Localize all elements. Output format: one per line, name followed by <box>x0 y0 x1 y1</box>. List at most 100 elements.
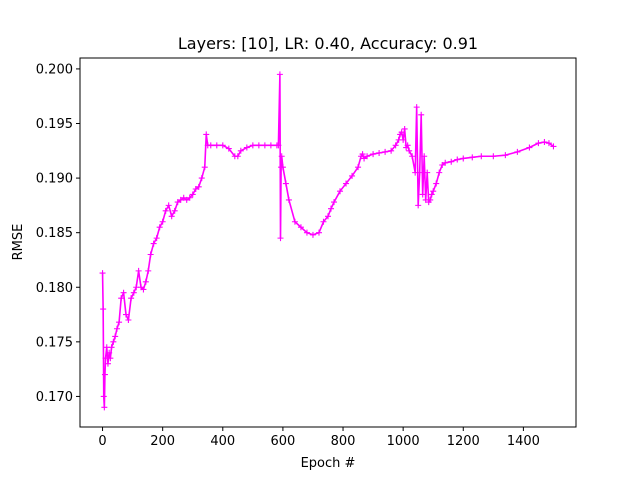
data-point <box>279 164 286 171</box>
x-tick-label: 600 <box>270 434 295 449</box>
data-point <box>255 142 262 149</box>
y-axis-label: RMSE <box>11 224 26 261</box>
data-point <box>413 104 420 111</box>
data-point <box>278 153 285 160</box>
y-tick-label: 0.185 <box>36 226 73 241</box>
data-point <box>359 151 366 158</box>
data-point <box>234 153 241 160</box>
data-point <box>168 213 175 220</box>
data-point <box>469 154 476 161</box>
data-point <box>364 153 371 160</box>
x-tick-label: 1400 <box>507 434 540 449</box>
data-point <box>118 295 125 302</box>
data-point <box>243 144 250 151</box>
data-point <box>201 164 208 171</box>
data-point <box>113 325 120 332</box>
x-axis-label: Epoch # <box>301 456 356 471</box>
data-point <box>165 202 172 209</box>
data-point <box>419 191 426 198</box>
data-point <box>122 311 129 318</box>
data-point <box>448 158 455 165</box>
x-tick-label: 0 <box>98 434 106 449</box>
data-point <box>128 295 135 302</box>
data-point <box>315 229 322 236</box>
data-point <box>120 289 127 296</box>
data-point <box>550 143 557 150</box>
data-point <box>153 235 160 242</box>
data-point <box>140 286 147 293</box>
data-point <box>427 196 434 203</box>
data-point <box>545 140 552 147</box>
plot-frame <box>79 57 577 428</box>
data-point <box>331 199 338 206</box>
data-point <box>276 71 283 78</box>
data-point <box>130 289 137 296</box>
data-point <box>159 218 166 225</box>
data-point <box>436 169 443 176</box>
y-tick-label: 0.190 <box>36 172 73 187</box>
y-axis-ticks: 0.170 0.175 0.180 0.185 0.190 0.195 0.200 <box>36 62 80 405</box>
data-point <box>460 155 467 162</box>
data-point <box>535 140 542 147</box>
data-point <box>325 213 331 220</box>
data-point <box>355 164 362 171</box>
data-point <box>282 180 289 187</box>
data-point <box>261 142 268 149</box>
data-point <box>192 186 199 193</box>
data-point <box>328 205 335 212</box>
data-point <box>309 231 316 238</box>
data-point <box>101 404 108 411</box>
data-point <box>99 270 106 277</box>
data-point <box>502 152 509 159</box>
data-point <box>382 148 389 155</box>
data-point <box>116 319 123 326</box>
data-point <box>195 183 202 190</box>
data-point <box>337 188 344 195</box>
x-tick-label: 1200 <box>447 434 480 449</box>
data-point <box>145 267 152 274</box>
data-point <box>392 142 399 149</box>
data-point <box>213 142 220 149</box>
data-point <box>142 278 149 285</box>
data-point <box>349 172 356 179</box>
data-point <box>189 191 196 198</box>
data-point <box>147 251 154 258</box>
x-axis-ticks: 0 200 400 600 800 1000 1200 1400 <box>98 427 540 449</box>
data-point <box>398 129 405 136</box>
data-point <box>406 147 413 154</box>
data-point <box>285 196 292 203</box>
data-point <box>177 196 184 203</box>
data-point <box>416 169 423 176</box>
data-point <box>415 202 422 209</box>
data-point <box>107 355 114 362</box>
series-line <box>101 73 554 409</box>
data-point <box>297 224 304 231</box>
data-point <box>156 224 163 231</box>
data-point <box>101 371 108 378</box>
data-point <box>249 142 256 149</box>
data-point <box>110 338 117 345</box>
data-point <box>400 136 407 143</box>
x-tick-label: 1000 <box>387 434 420 449</box>
data-point <box>112 333 119 340</box>
data-point <box>162 207 169 214</box>
data-point <box>433 180 440 187</box>
data-point <box>541 139 548 146</box>
data-point <box>490 153 497 160</box>
plot-series <box>99 71 557 411</box>
data-point <box>108 344 115 351</box>
data-point <box>320 218 327 225</box>
data-point <box>203 131 210 138</box>
data-point <box>237 147 244 154</box>
y-tick-label: 0.175 <box>36 335 73 350</box>
data-point <box>225 145 232 152</box>
data-point <box>421 153 428 160</box>
data-point <box>104 360 111 367</box>
data-point <box>174 199 181 206</box>
data-point <box>442 159 449 166</box>
chart-title: Layers: [10], LR: 0.40, Accuracy: 0.91 <box>178 34 478 53</box>
data-point <box>409 153 416 160</box>
data-point <box>388 147 395 154</box>
y-tick-label: 0.195 <box>36 117 73 132</box>
